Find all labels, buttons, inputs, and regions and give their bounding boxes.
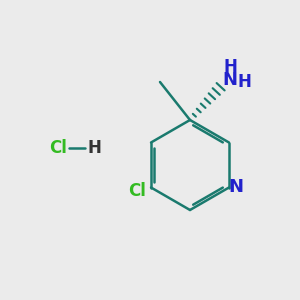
Text: N: N [229, 178, 244, 196]
Text: H: H [87, 139, 101, 157]
Text: N: N [223, 71, 238, 89]
Text: H: H [237, 73, 251, 91]
Text: Cl: Cl [49, 139, 67, 157]
Text: Cl: Cl [128, 182, 146, 200]
Text: H: H [223, 58, 237, 76]
